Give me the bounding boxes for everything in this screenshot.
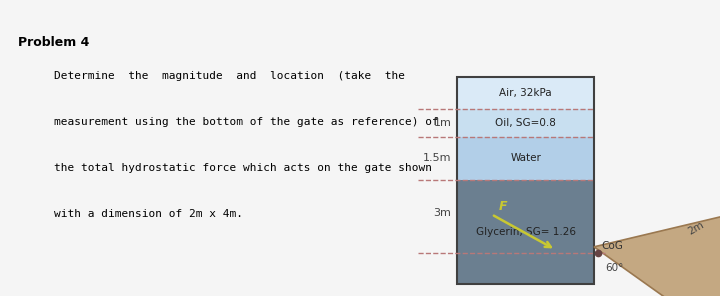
Bar	[457, 179, 594, 284]
Text: 2m: 2m	[686, 220, 706, 237]
Text: 60°: 60°	[605, 263, 624, 273]
Bar	[457, 109, 594, 137]
Text: measurement using the bottom of the gate as reference) of: measurement using the bottom of the gate…	[54, 117, 438, 127]
Text: F: F	[498, 200, 507, 213]
Text: the total hydrostatic force which acts on the gate shown: the total hydrostatic force which acts o…	[54, 163, 432, 173]
Text: Determine  the  magnitude  and  location  (take  the: Determine the magnitude and location (ta…	[54, 71, 405, 81]
Text: 1.5m: 1.5m	[423, 153, 451, 163]
Text: 3m: 3m	[433, 208, 451, 218]
Polygon shape	[594, 209, 720, 296]
Text: Air, 32kPa: Air, 32kPa	[499, 88, 552, 98]
Text: Problem 4: Problem 4	[18, 36, 89, 49]
Text: Oil, SG=0.8: Oil, SG=0.8	[495, 118, 556, 128]
Text: CoG: CoG	[601, 241, 623, 251]
Text: with a dimension of 2m x 4m.: with a dimension of 2m x 4m.	[54, 209, 243, 219]
Text: Water: Water	[510, 153, 541, 163]
Text: Glycerin, SG= 1.26: Glycerin, SG= 1.26	[476, 227, 575, 237]
Bar	[457, 137, 594, 179]
Bar	[457, 77, 594, 284]
Text: 1m: 1m	[433, 118, 451, 128]
Bar	[457, 77, 594, 109]
